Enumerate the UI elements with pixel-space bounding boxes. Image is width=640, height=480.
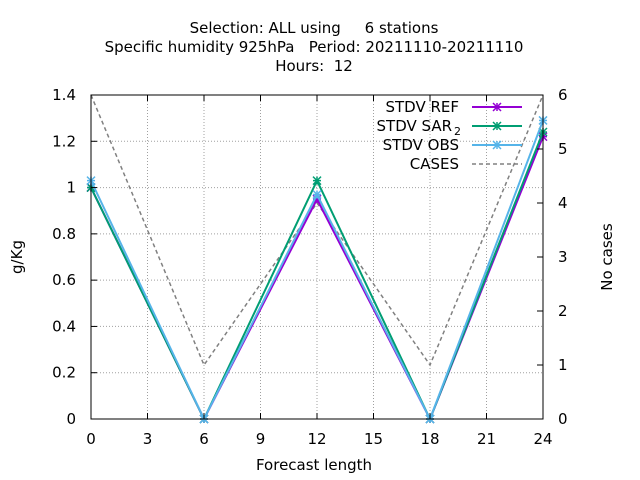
x-tick-label: 3 bbox=[143, 430, 153, 448]
y-tick-label: 1.2 bbox=[52, 132, 76, 150]
y-tick-label: 0.2 bbox=[52, 364, 76, 382]
title-line: Selection: ALL using 6 stations bbox=[190, 19, 439, 37]
y-tick-label: 1.4 bbox=[52, 86, 76, 104]
legend-label: STDV SAR 2 bbox=[377, 117, 461, 138]
x-axis-label: Forecast length bbox=[256, 456, 372, 474]
y2-tick-label: 0 bbox=[558, 410, 568, 428]
y-tick-label: 0 bbox=[66, 410, 76, 428]
y2-tick-label: 5 bbox=[558, 140, 568, 158]
y-axis-label: g/Kg bbox=[8, 240, 26, 274]
y-tick-label: 0.4 bbox=[52, 317, 76, 335]
title-line: Hours: 12 bbox=[275, 57, 353, 75]
x-tick-label: 15 bbox=[364, 430, 383, 448]
y-tick-label: 1 bbox=[66, 179, 76, 197]
x-tick-label: 12 bbox=[307, 430, 326, 448]
x-tick-label: 0 bbox=[86, 430, 96, 448]
tick-labels: 0 3 6 9 12 15 18 21 2400.20.40.60.811.21.4012345… bbox=[52, 86, 567, 448]
y2-tick-label: 4 bbox=[558, 194, 568, 212]
marker-stroke bbox=[492, 140, 502, 150]
x-tick-label: 21 bbox=[477, 430, 496, 448]
y2-tick-label: 3 bbox=[558, 248, 568, 266]
legend-marker bbox=[492, 121, 502, 131]
y2-tick-label: 1 bbox=[558, 356, 568, 374]
y2-tick-label: 2 bbox=[558, 302, 568, 320]
title-line: Specific humidity 925hPa Period: 2021111… bbox=[105, 38, 524, 56]
plot-frame bbox=[90, 94, 544, 420]
x-tick-label: 18 bbox=[420, 430, 439, 448]
legend-marker bbox=[492, 102, 502, 112]
x-tick-label: 9 bbox=[256, 430, 266, 448]
legend-marker bbox=[492, 140, 502, 150]
series-lines bbox=[86, 94, 548, 424]
y2-axis-label: No cases bbox=[598, 223, 616, 291]
legend-label: STDV OBS bbox=[383, 136, 459, 154]
x-tick-label: 6 bbox=[199, 430, 209, 448]
legend-label: CASES bbox=[410, 155, 459, 173]
marker-stroke bbox=[492, 121, 502, 131]
y-tick-label: 0.6 bbox=[52, 271, 76, 289]
y2-tick-label: 6 bbox=[558, 86, 568, 104]
chart-title: Selection: ALL using 6 stationsSpecific … bbox=[105, 19, 524, 75]
marker-stroke bbox=[492, 102, 502, 112]
marker-stroke bbox=[312, 189, 322, 200]
marker-stroke bbox=[312, 176, 322, 186]
series-stdv-obs-point bbox=[312, 189, 322, 200]
grid bbox=[91, 95, 543, 419]
series-stdv-sar-point bbox=[312, 176, 322, 186]
legend-label: STDV REF bbox=[385, 98, 459, 116]
x-tick-label: 24 bbox=[533, 430, 552, 448]
y-tick-label: 0.8 bbox=[52, 225, 76, 243]
